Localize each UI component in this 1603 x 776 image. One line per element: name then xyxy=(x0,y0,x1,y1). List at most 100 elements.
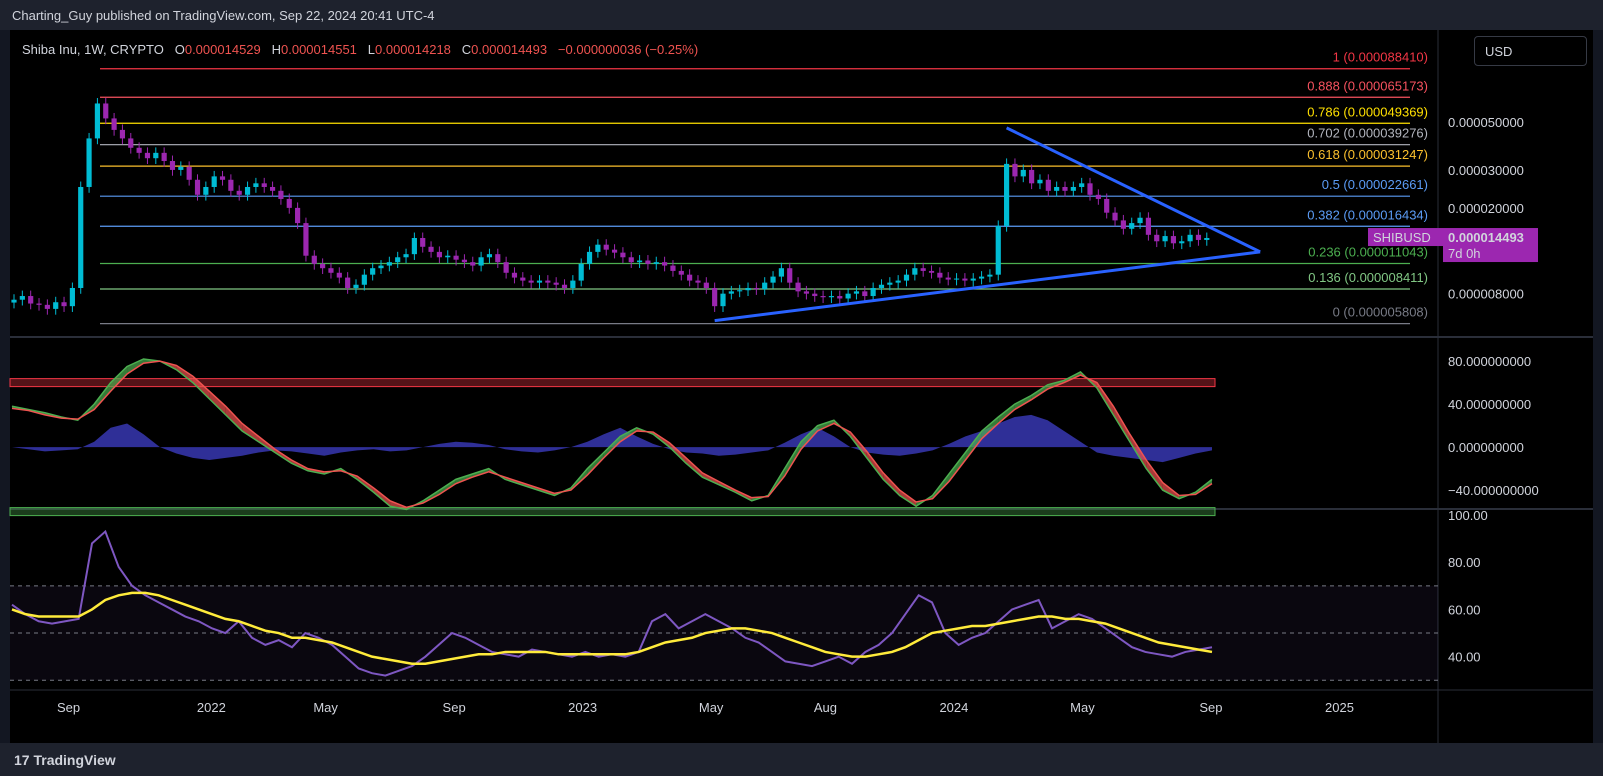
x-axis-label-4: 2023 xyxy=(568,700,597,715)
candle-132 xyxy=(1112,212,1118,221)
x-axis-label-5: May xyxy=(699,700,724,715)
candle-65 xyxy=(553,282,559,285)
candle-40 xyxy=(345,277,351,288)
candle-121 xyxy=(1020,169,1026,177)
price-axis-label-3: 0.000008000 xyxy=(1448,287,1524,302)
tv-icon: 17 xyxy=(14,752,34,768)
candle-90 xyxy=(762,282,768,290)
low-label: L xyxy=(367,42,375,57)
fib-label-2: 0.786 (0.000049369) xyxy=(1307,104,1428,119)
publisher-bar: Charting_Guy published on TradingView.co… xyxy=(0,0,1603,30)
candle-114 xyxy=(962,278,968,281)
candle-125 xyxy=(1054,186,1060,191)
candle-81 xyxy=(687,274,693,281)
fib-label-8: 0.136 (0.000008411) xyxy=(1308,270,1428,285)
candle-115 xyxy=(970,278,976,281)
candle-24 xyxy=(211,176,217,187)
candle-69 xyxy=(586,251,593,264)
candle-14 xyxy=(128,138,134,148)
candle-52 xyxy=(445,255,451,258)
osc-fill-22 xyxy=(373,487,391,507)
candle-34 xyxy=(295,207,301,224)
candle-54 xyxy=(461,259,468,263)
candle-55 xyxy=(470,262,476,266)
candle-20 xyxy=(178,166,184,170)
osc-axis-label-3: −40.000000000 xyxy=(1448,483,1539,498)
candle-122 xyxy=(1029,169,1035,184)
last-price-label: 0.000014493 xyxy=(1448,230,1524,245)
candle-136 xyxy=(1145,217,1151,235)
candle-32 xyxy=(278,190,284,199)
currency-button[interactable]: USD xyxy=(1474,36,1587,66)
close-value: 0.000014493 xyxy=(471,42,548,57)
candle-120 xyxy=(1012,163,1018,177)
chart-svg[interactable]: 1 (0.000088410) 0.888 (0.000065173) 0.786 … xyxy=(0,0,1603,743)
candle-37 xyxy=(320,263,326,269)
price-axis-label-0: 0.000050000 xyxy=(1448,115,1524,130)
candle-91 xyxy=(770,276,776,283)
candle-6 xyxy=(61,302,67,307)
osc-fill-59 xyxy=(981,417,999,439)
candle-142 xyxy=(1195,234,1202,240)
candle-68 xyxy=(578,263,584,281)
candle-13 xyxy=(119,129,126,139)
symbol-label[interactable]: Shiba Inu, 1W, CRYPTO xyxy=(22,42,164,57)
osc-band-1 xyxy=(9,507,1216,517)
osc-fill-36 xyxy=(603,436,621,458)
candle-56 xyxy=(478,257,484,266)
candle-47 xyxy=(403,254,409,258)
candle-88 xyxy=(745,287,751,291)
osc-fill-57 xyxy=(948,452,966,482)
osc-fill-62 xyxy=(1031,384,1048,400)
candle-94 xyxy=(795,282,801,292)
candle-3 xyxy=(36,303,42,305)
candle-22 xyxy=(194,179,201,195)
x-axis-label-8: May xyxy=(1070,700,1095,715)
candle-4 xyxy=(44,304,50,309)
candle-101 xyxy=(853,291,860,294)
candle-77 xyxy=(653,262,659,264)
candle-79 xyxy=(670,265,676,271)
candle-118 xyxy=(995,225,1001,275)
candle-66 xyxy=(561,284,568,288)
osc-fill-53 xyxy=(883,472,900,496)
candle-75 xyxy=(637,260,643,263)
candle-127 xyxy=(1070,186,1076,191)
x-axis-label-3: Sep xyxy=(443,700,466,715)
candle-8 xyxy=(78,186,84,288)
ohlc-legend: Shiba Inu, 1W, CRYPTO O0.000014529 H0.00… xyxy=(22,42,698,57)
candle-57 xyxy=(486,254,493,258)
osc-band-0 xyxy=(9,378,1216,388)
candle-128 xyxy=(1079,183,1085,187)
candle-30 xyxy=(261,183,267,187)
candle-50 xyxy=(428,246,434,252)
candle-61 xyxy=(520,277,526,281)
candle-133 xyxy=(1120,220,1126,229)
candle-39 xyxy=(336,272,342,278)
osc-fill-67 xyxy=(1113,406,1130,442)
candle-80 xyxy=(678,270,684,275)
candle-76 xyxy=(645,260,651,264)
rsi-ma-line xyxy=(11,591,1213,665)
candle-62 xyxy=(528,280,534,283)
candle-58 xyxy=(495,254,501,263)
x-axis-label-0: Sep xyxy=(57,700,80,715)
candle-117 xyxy=(987,274,993,277)
rsi-axis-label-0: 100.00 xyxy=(1448,508,1488,523)
candle-2 xyxy=(28,296,34,304)
open-label: O xyxy=(174,42,185,57)
candle-134 xyxy=(1129,223,1135,229)
x-axis-label-1: 2022 xyxy=(197,700,226,715)
fib-label-6: 0.382 (0.000016434) xyxy=(1307,207,1428,222)
osc-axis-label-0: 80.000000000 xyxy=(1448,354,1531,369)
symbol-tag-bg xyxy=(1368,228,1443,247)
candle-100 xyxy=(845,293,851,299)
candle-1 xyxy=(19,296,25,300)
price-axis-label-1: 0.000030000 xyxy=(1448,163,1524,178)
candle-93 xyxy=(787,268,793,283)
candle-29 xyxy=(253,183,259,187)
candle-49 xyxy=(420,237,426,247)
osc-fill-6 xyxy=(110,366,128,392)
rsi-axis-label-3: 40.00 xyxy=(1448,650,1481,665)
osc-axis-label-1: 40.000000000 xyxy=(1448,397,1531,412)
